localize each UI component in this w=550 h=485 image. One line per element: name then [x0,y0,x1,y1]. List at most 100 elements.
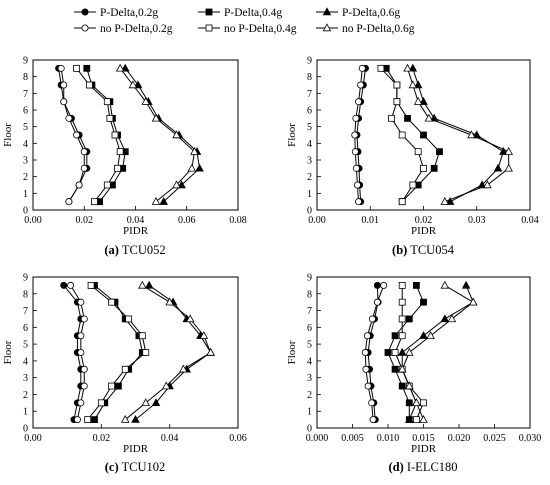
data-point [108,298,115,306]
y-tick-label: 8 [307,289,312,300]
data-point [412,398,421,407]
data-point [77,399,85,407]
data-point [60,81,68,89]
data-point [483,180,492,189]
data-point [97,399,105,407]
data-point [351,131,359,139]
data-point [414,148,422,156]
series [361,281,388,424]
data-point [103,98,111,106]
series [115,63,199,205]
caption-name: TCU052 [119,243,166,257]
chart-panel: 0 1 2 3 4 5 6 7 8 9 0.00 0.01 0.02 0.03 0.04 PIDR Floor (… [286,56,539,258]
data-point [159,197,168,205]
data-point [80,148,88,156]
data-point [398,315,406,323]
series [351,64,366,206]
data-point [133,80,143,89]
data-point [393,81,401,89]
data-point [120,414,130,423]
x-tick-label: 0.020 [448,433,471,444]
data-point [468,297,478,306]
legend-label: P-Delta,0.6g [342,7,400,19]
x-tick-label: 0.04 [161,433,179,444]
data-point [445,197,455,205]
y-tick-label: 4 [23,139,28,150]
data-point [77,332,85,340]
data-point [412,416,420,424]
legend-item: no P-Delta,0.2g [74,23,173,35]
data-point [111,131,119,139]
data-point [398,298,406,306]
data-point [384,349,392,356]
y-tick-label: 1 [307,407,312,418]
data-point [397,364,407,373]
plot-frame [32,276,239,429]
data-point [398,382,406,390]
data-point [393,98,401,106]
data-point [185,314,195,323]
data-point [355,98,363,106]
data-point [467,130,476,139]
data-point [125,315,133,323]
data-point [151,113,161,122]
series [120,280,215,423]
data-point [504,147,513,155]
y-tick-label: 2 [23,172,28,183]
y-tick-label: 7 [307,89,312,100]
y-tick-label: 6 [23,106,28,117]
data-point [377,64,385,72]
data-point [419,414,428,423]
series [377,64,427,206]
data-point [405,399,413,407]
legend-item: P-Delta,0.4g [198,7,282,19]
x-tick-label: 0.005 [341,433,364,444]
data-point [368,315,376,323]
data-point [57,64,65,72]
data-point [404,114,411,122]
data-point [504,163,513,172]
series-line [124,284,212,420]
data-point [75,181,83,189]
chart-panel: 0 1 2 3 4 5 6 7 8 9 0.00 0.02 0.04 0.06 0.08 PIDR Floor (… [2,56,247,258]
data-point [405,347,414,356]
y-tick-label: 4 [307,139,312,150]
data-point [103,181,111,189]
y-tick-label: 2 [307,390,312,401]
data-point [420,298,427,306]
x-tick-label: 0.000 [306,433,329,444]
data-point [60,281,68,289]
data-point [73,131,81,139]
data-point [420,399,427,407]
data-point [447,314,457,323]
data-point [355,198,363,206]
data-point [398,131,406,139]
data-point [405,381,414,390]
y-tick-label: 0 [307,424,312,435]
x-axis-title: PIDR [411,443,437,455]
x-tick-label: 0.06 [229,433,247,444]
x-tick-label: 0.00 [24,433,42,444]
legend-label: no P-Delta,0.2g [100,23,173,35]
series [73,64,124,206]
data-point [440,280,450,289]
data-point [420,131,427,139]
series [408,63,508,205]
data-point [403,63,412,72]
data-point [436,148,443,156]
series [384,281,427,424]
data-point [420,164,427,172]
data-point [352,114,360,122]
charts: 0 1 2 3 4 5 6 7 8 9 0.00 0.02 0.04 0.06 0.08 PIDR Floor (… [2,56,541,475]
y-tick-label: 7 [307,306,312,317]
y-axis-title: Floor [286,340,298,364]
data-point [128,80,138,89]
x-tick-label: 0.025 [483,433,506,444]
legend-label: P-Delta,0.2g [100,7,158,19]
data-point [77,298,85,306]
legend-marker-triangle-icon [322,23,332,32]
data-point [364,382,372,390]
data-point [83,64,91,72]
legend-marker-circle-icon [81,8,89,16]
